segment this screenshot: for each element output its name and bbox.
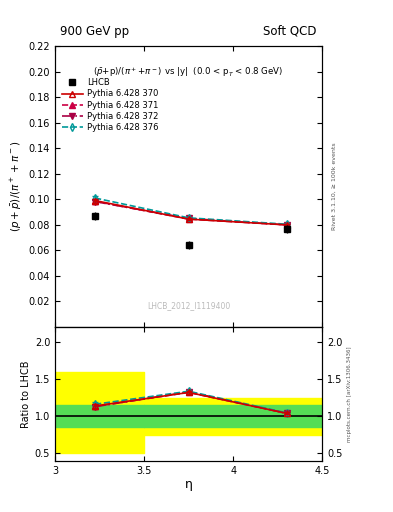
Y-axis label: mcplots.cern.ch [arXiv:1306.3436]: mcplots.cern.ch [arXiv:1306.3436] <box>347 346 352 442</box>
Text: ($\bar{p}$+p)/($\pi^+$+$\pi^-$) vs |y|  (0.0 < p$_T$ < 0.8 GeV): ($\bar{p}$+p)/($\pi^+$+$\pi^-$) vs |y| (… <box>94 66 284 79</box>
Text: LHCB_2012_I1119400: LHCB_2012_I1119400 <box>147 301 230 310</box>
Y-axis label: $(p+\bar{p})/(\pi^++\pi^-)$: $(p+\bar{p})/(\pi^++\pi^-)$ <box>9 141 24 232</box>
Y-axis label: Ratio to LHCB: Ratio to LHCB <box>20 360 31 428</box>
Y-axis label: Rivet 3.1.10, ≥ 100k events: Rivet 3.1.10, ≥ 100k events <box>331 143 336 230</box>
Text: Soft QCD: Soft QCD <box>263 25 317 38</box>
Text: 900 GeV pp: 900 GeV pp <box>61 25 129 38</box>
Legend: LHCB, Pythia 6.428 370, Pythia 6.428 371, Pythia 6.428 372, Pythia 6.428 376: LHCB, Pythia 6.428 370, Pythia 6.428 371… <box>62 78 158 132</box>
X-axis label: η: η <box>185 478 193 492</box>
